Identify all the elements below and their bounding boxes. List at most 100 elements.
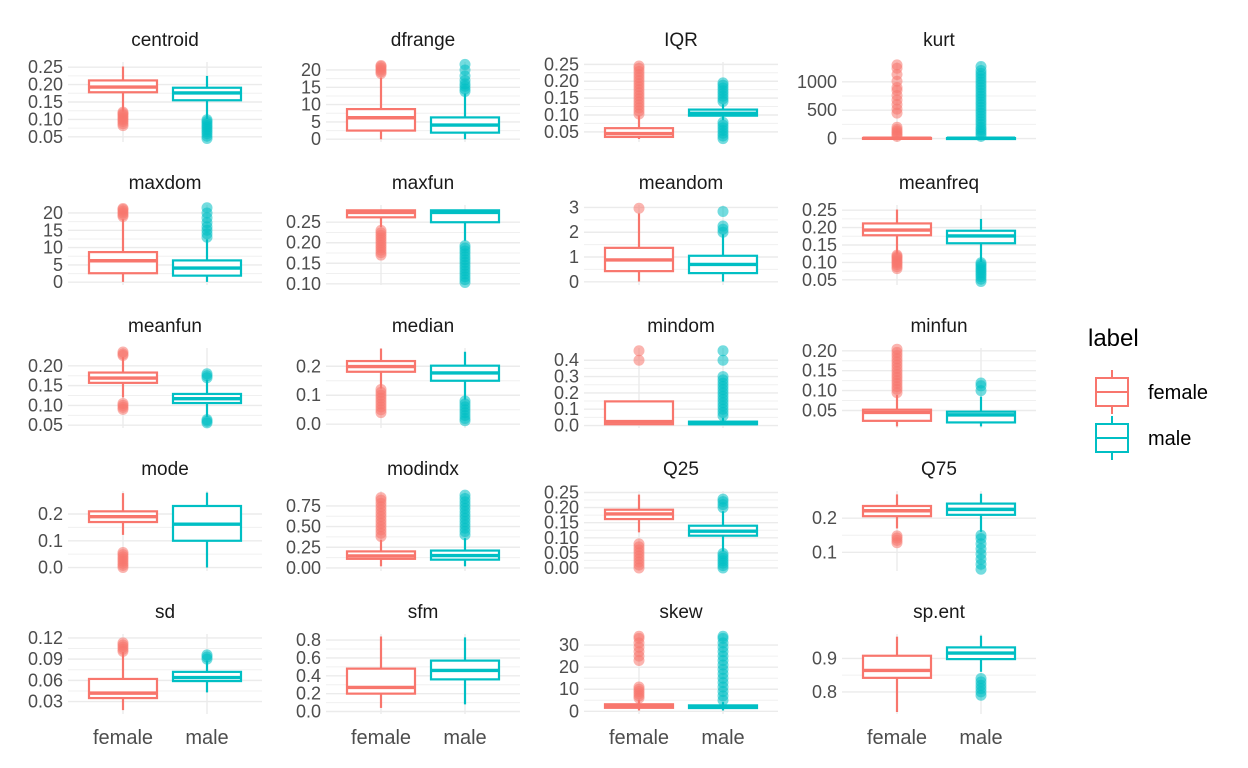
y-tick-label: 0.2 xyxy=(296,356,321,376)
box-iqr xyxy=(861,654,933,679)
outlier-point xyxy=(633,630,645,642)
x-tick-label-male: male xyxy=(443,727,486,749)
outlier-point xyxy=(633,681,645,693)
box-female xyxy=(603,345,675,426)
box-female xyxy=(87,202,159,282)
outlier-point xyxy=(975,529,987,541)
box-female xyxy=(861,636,933,712)
y-tick-label: 0.2 xyxy=(554,383,579,403)
panel-meanfun: 0.050.100.150.20 meanfun xyxy=(28,316,262,435)
box-male xyxy=(171,75,243,145)
panel-title: meanfun xyxy=(128,316,202,337)
box-iqr xyxy=(429,209,501,224)
y-tick-label: 0.05 xyxy=(544,543,579,563)
y-tick-label: 0.10 xyxy=(802,381,837,401)
y-tick-label: 0.75 xyxy=(286,496,321,516)
outlier-point xyxy=(633,345,645,357)
y-tick-label: 0.06 xyxy=(28,670,63,690)
outlier-point xyxy=(117,346,129,358)
y-tick-label: 0.05 xyxy=(28,127,63,147)
outlier-point xyxy=(459,58,471,70)
box-female xyxy=(87,637,159,711)
y-tick-label: 0 xyxy=(569,272,579,292)
panel-title: IQR xyxy=(664,30,698,51)
y-tick-label: 5 xyxy=(311,112,321,132)
y-tick-label: 10 xyxy=(301,95,321,115)
x-tick-label-female: female xyxy=(867,727,927,749)
box-iqr xyxy=(345,667,417,695)
x-tick-label-male: male xyxy=(959,727,1002,749)
y-tick-label: 0.0 xyxy=(296,414,321,434)
outlier-point xyxy=(117,637,129,649)
panel-title: median xyxy=(392,316,454,337)
panel-title: modindx xyxy=(387,459,459,480)
y-tick-label: 0.09 xyxy=(28,649,63,669)
y-tick-label: 0.12 xyxy=(28,628,63,648)
y-tick-label: 1 xyxy=(569,247,579,267)
y-tick-label: 0.0 xyxy=(554,416,579,436)
y-tick-label: 0.05 xyxy=(802,270,837,290)
y-tick-label: 0.1 xyxy=(296,385,321,405)
panel-title: sp.ent xyxy=(913,602,965,623)
x-tick-label-female: female xyxy=(351,727,411,749)
box-female xyxy=(345,59,417,140)
panel-title: skew xyxy=(659,602,703,623)
outlier-point xyxy=(117,547,129,559)
y-tick-label: 0.3 xyxy=(554,367,579,387)
panel-mindom: 0.00.10.20.30.4 mindom xyxy=(554,316,778,436)
outlier-point xyxy=(975,61,987,73)
panel-title: sfm xyxy=(408,602,439,623)
box-female xyxy=(87,346,159,415)
panel-meandom: 0 1 2 3 meandom xyxy=(569,173,778,292)
x-tick-label-male: male xyxy=(701,727,744,749)
outlier-point xyxy=(117,202,129,214)
outlier-point xyxy=(117,397,129,409)
y-tick-label: 0.10 xyxy=(544,105,579,125)
box-female xyxy=(345,209,417,261)
box-female xyxy=(345,348,417,419)
outlier-point xyxy=(891,530,903,542)
outlier-point xyxy=(891,343,903,355)
panel-title: kurt xyxy=(923,30,955,51)
y-tick-label: 0.4 xyxy=(554,350,579,370)
outlier-point xyxy=(717,205,729,217)
y-tick-label: 0.20 xyxy=(28,356,63,376)
panels: 0.050.100.150.200.25centroid05101520dfra… xyxy=(28,30,1036,749)
box-iqr xyxy=(945,410,1017,424)
outlier-point xyxy=(201,414,213,426)
y-tick-label: 0.8 xyxy=(812,682,837,702)
y-tick-label: 0.10 xyxy=(802,252,837,272)
outlier-point xyxy=(891,59,903,71)
legend: label female male xyxy=(1088,325,1208,460)
y-tick-label: 2 xyxy=(569,222,579,242)
outlier-point xyxy=(891,249,903,261)
y-tick-label: 0.1 xyxy=(812,542,837,562)
y-tick-label: 0.2 xyxy=(38,504,63,524)
panel-title: maxdom xyxy=(129,173,202,194)
y-tick-label: 0.1 xyxy=(38,531,63,551)
panel-title: maxfun xyxy=(392,173,454,194)
outlier-point xyxy=(117,106,129,118)
outlier-point xyxy=(633,202,645,214)
y-tick-label: 20 xyxy=(559,657,579,677)
box-iqr xyxy=(87,250,159,275)
y-tick-label: 0.00 xyxy=(286,558,321,578)
y-tick-label: 20 xyxy=(43,203,63,223)
panel-sp-ent: 0.8 0.9 sp.ent female male xyxy=(812,602,1036,749)
y-tick-label: 500 xyxy=(807,100,837,120)
legend-title: label xyxy=(1088,325,1139,352)
box-male xyxy=(945,61,1017,142)
y-tick-label: 0.15 xyxy=(544,88,579,108)
panel-kurt: 0 500 1000 kurt xyxy=(797,30,1036,149)
panel-q25: 0.000.050.100.150.200.25 Q25 xyxy=(544,459,778,578)
panel-mode: 0.0 0.1 0.2 mode xyxy=(38,459,262,578)
box-female xyxy=(87,493,159,574)
box-male xyxy=(945,218,1017,288)
y-tick-label: 0.20 xyxy=(544,71,579,91)
y-tick-label: 0.0 xyxy=(296,702,321,722)
outlier-point xyxy=(201,649,213,661)
y-tick-label: 5 xyxy=(53,255,63,275)
